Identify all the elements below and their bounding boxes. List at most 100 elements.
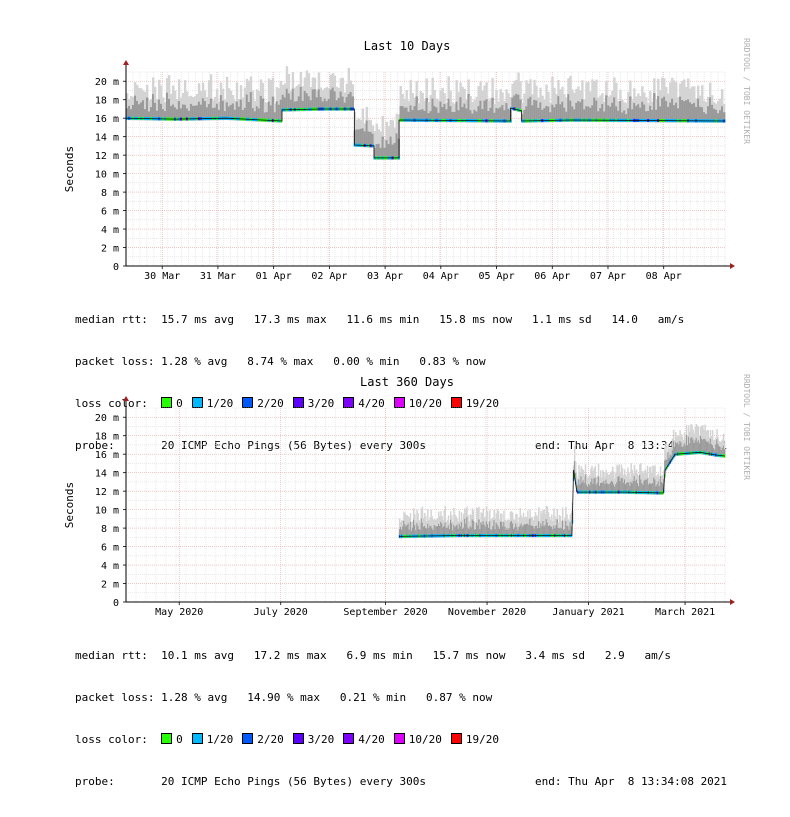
smoke-band [573, 92, 576, 121]
smoke-band [199, 104, 203, 119]
smoke-band [722, 445, 725, 456]
smoke-band [361, 108, 365, 146]
smoke-band [453, 524, 455, 536]
smoke-band [157, 79, 161, 119]
smoke-band [243, 107, 247, 120]
smoke-band [417, 110, 420, 121]
smoke-band [717, 101, 720, 121]
smoke-band [544, 525, 547, 536]
smoke-band [273, 103, 277, 121]
smoke-band [157, 99, 161, 119]
smoke-band [309, 100, 313, 110]
smoke-band [502, 526, 504, 536]
smoke-band [469, 96, 472, 121]
smoke-band [609, 482, 612, 493]
smoke-band [471, 102, 474, 121]
smoke-band [617, 476, 619, 493]
smoke-band [541, 525, 543, 536]
smoke-band [470, 527, 473, 536]
smoke-band [301, 86, 305, 110]
smoke-band [481, 90, 484, 121]
smoke-band [673, 80, 676, 121]
loss-color-label-text: 1/20 [206, 397, 234, 410]
smoke-band [575, 102, 578, 121]
smoke-band [552, 520, 554, 536]
smoke-band [453, 507, 455, 536]
smoke-band [641, 483, 643, 493]
smoke-band [571, 106, 574, 121]
smoke-band [589, 485, 591, 493]
smoke-band [498, 519, 501, 536]
smoke-band [677, 442, 679, 454]
smoke-band [629, 478, 631, 493]
smoke-band [503, 522, 505, 536]
smoke-band [615, 82, 618, 121]
smoke-band [708, 443, 711, 454]
smoke-band [541, 95, 544, 121]
smoke-band [235, 82, 239, 119]
chart-panel-360-days: Last 360 Days Seconds RRDTOOL / TOBI OETIK… [0, 364, 790, 788]
smoke-band [723, 112, 726, 121]
smoke-band [555, 104, 558, 121]
loss-color-swatch [343, 733, 355, 744]
smoke-band [599, 470, 602, 493]
smoke-band [255, 89, 259, 120]
smoke-band [536, 528, 539, 536]
smoke-band [548, 525, 551, 536]
smoke-band [683, 443, 686, 454]
smoke-band [703, 112, 706, 121]
smoke-band [469, 514, 472, 536]
smoke-band [283, 97, 287, 110]
smoke-band [591, 79, 594, 121]
smoke-band [337, 98, 341, 109]
smoke-band [701, 107, 704, 121]
smoke-band [335, 86, 339, 109]
smoke-band [490, 519, 492, 536]
smoke-band [403, 107, 406, 121]
y-tick-label: 20 m [95, 413, 119, 424]
smoke-band [605, 95, 608, 121]
smoke-band [480, 522, 482, 536]
smoke-band [700, 436, 702, 453]
smoke-band [333, 91, 337, 109]
loss-color-label: loss color: [75, 397, 148, 410]
smoke-band [327, 98, 331, 109]
smoke-band [463, 103, 466, 121]
smoke-band [465, 523, 467, 536]
smoke-band [418, 520, 420, 537]
smoke-band [281, 94, 285, 110]
smoke-band [520, 523, 523, 536]
smoke-band [543, 108, 546, 121]
smoke-band [507, 529, 510, 536]
smoke-band [644, 479, 647, 493]
smoke-band [237, 106, 241, 119]
loss-color-label-text: 10/20 [408, 397, 442, 410]
smoke-band [547, 525, 550, 536]
smoke-band [427, 509, 429, 536]
smoke-band [563, 94, 566, 121]
smoke-band [407, 523, 410, 537]
smoke-band [506, 527, 508, 536]
smoke-band [710, 444, 713, 455]
loss-color-label-text: 3/20 [307, 397, 335, 410]
smoke-band [126, 93, 129, 119]
smoke-band [438, 511, 440, 536]
smoke-band [171, 85, 175, 120]
smoke-band [185, 91, 189, 119]
y-tick-label: 8 m [101, 524, 119, 535]
smoke-band [623, 479, 626, 493]
probe-label: probe: [75, 775, 115, 788]
smoke-band [517, 72, 520, 110]
smoke-band [471, 113, 474, 121]
smoke-band [389, 136, 392, 158]
smoke-band [713, 108, 716, 121]
smoke-band [507, 519, 510, 536]
smoke-band [477, 106, 480, 121]
smoke-band [524, 524, 527, 536]
smoke-band [713, 448, 715, 455]
smoke-band [613, 484, 615, 493]
smoke-band [329, 89, 333, 109]
smoke-band [460, 522, 463, 536]
smoke-band [469, 526, 472, 536]
smoke-band [704, 438, 706, 454]
